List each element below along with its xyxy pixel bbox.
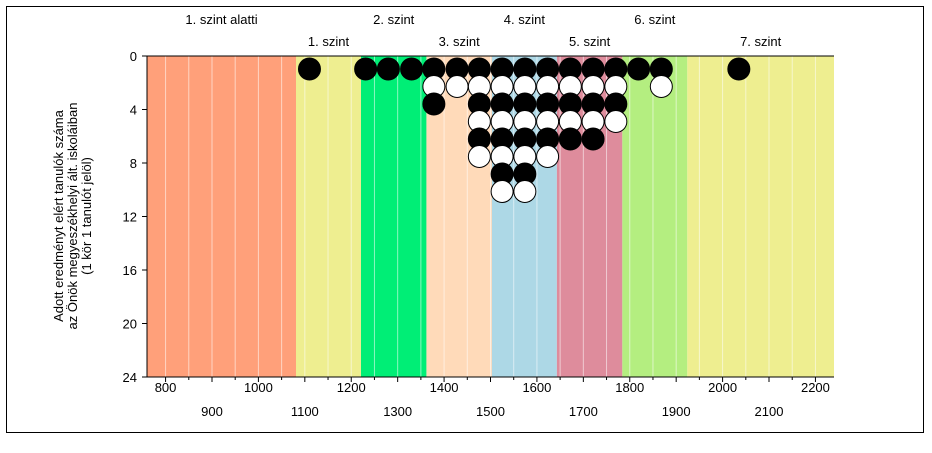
x-tick-label-upper: 2200: [801, 380, 830, 395]
level-band: [687, 56, 834, 377]
level-band: [622, 56, 688, 377]
axes: [142, 55, 834, 382]
level-label: 1. szint: [308, 34, 350, 49]
x-tick-label-upper: 1600: [522, 380, 551, 395]
student-marker: [604, 110, 628, 133]
student-marker: [558, 127, 582, 151]
y-axis-title-line: az Önök megyeszékhelyi ált. iskoláiban: [65, 103, 80, 330]
student-marker: [490, 180, 514, 203]
student-marker: [627, 57, 651, 81]
student-marker: [513, 180, 537, 203]
student-marker: [354, 57, 378, 81]
x-tick-label-lower: 1900: [662, 404, 691, 419]
student-markers: [297, 57, 751, 203]
y-tick-label: 4: [130, 103, 137, 118]
level-band: [360, 56, 427, 377]
x-tick-label-lower: 1700: [569, 404, 598, 419]
x-tick-label-upper: 2000: [708, 380, 737, 395]
level-label: 1. szint alatti: [185, 12, 257, 27]
student-marker: [727, 57, 751, 81]
x-tick-label-lower: 900: [201, 404, 223, 419]
y-axis-title-line: Adott eredményt elért tanulók száma: [51, 109, 66, 321]
student-marker: [445, 75, 469, 98]
y-tick-label: 0: [130, 49, 137, 64]
student-marker: [649, 75, 673, 98]
level-label: 7. szint: [740, 34, 782, 49]
y-axis-title: Adott eredményt elért tanulók számaaz Ön…: [51, 103, 94, 330]
x-tick-label-lower: 1500: [476, 404, 505, 419]
student-marker: [422, 92, 446, 116]
level-label: 6. szint: [634, 12, 676, 27]
y-axis-title-line: (1 kör 1 tanulót jelöl): [79, 157, 94, 275]
level-label: 3. szint: [439, 34, 481, 49]
y-tick-label: 8: [130, 156, 137, 171]
student-marker: [376, 57, 400, 81]
x-tick-label-upper: 1400: [430, 380, 459, 395]
grid-lines: [165, 56, 816, 377]
chart-frame: [6, 6, 924, 433]
x-tick-label-upper: 800: [155, 380, 177, 395]
x-tick-label-lower: 1300: [383, 404, 412, 419]
y-tick-label: 12: [123, 210, 137, 225]
x-tick-label-upper: 1000: [244, 380, 273, 395]
student-marker: [400, 57, 424, 81]
x-tick-label-lower: 1100: [291, 404, 319, 419]
y-tick-label: 24: [123, 370, 137, 385]
level-band: [147, 56, 297, 377]
x-tick-label-upper: 1800: [615, 380, 644, 395]
student-marker: [536, 145, 560, 168]
level-label: 5. szint: [569, 34, 611, 49]
student-marker: [467, 145, 491, 168]
x-tick-label-lower: 2100: [755, 404, 784, 419]
y-tick-label: 20: [123, 317, 137, 332]
x-tick-label-upper: 1200: [337, 380, 366, 395]
student-marker: [297, 57, 321, 81]
y-tick-labels: 0 4 8 12 16 20 24: [123, 49, 137, 385]
x-tick-labels: 800 1000 1200 1400 1600 1800 2000 2200 900 1100 13…: [155, 380, 830, 419]
y-axis-title-text: Adott eredményt elért tanulók számaaz Ön…: [51, 103, 94, 330]
y-tick-label: 16: [123, 263, 137, 278]
level-label: 2. szint: [373, 12, 415, 27]
level-label: 4. szint: [504, 12, 546, 27]
level-labels: 1. szint alatti 1. szint 2. szint 3. szint 4…: [185, 12, 781, 49]
student-marker: [581, 127, 605, 151]
